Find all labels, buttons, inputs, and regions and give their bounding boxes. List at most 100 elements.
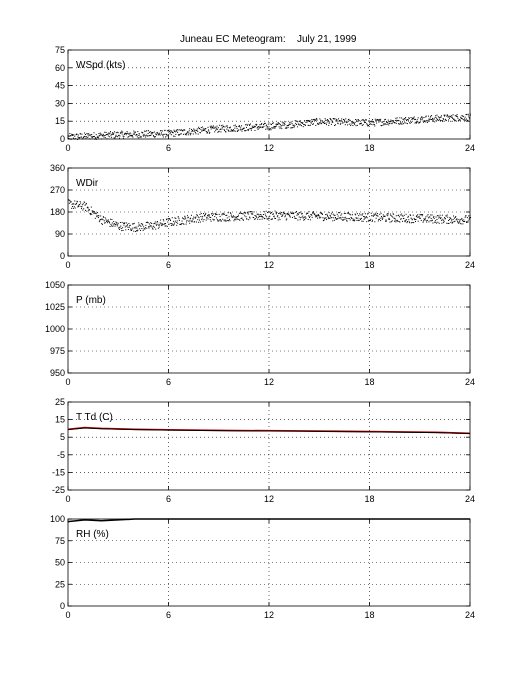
- data-point: [265, 128, 267, 130]
- data-point: [254, 126, 256, 128]
- data-point: [298, 216, 300, 218]
- data-point: [73, 134, 75, 136]
- data-point: [453, 215, 455, 217]
- data-point: [287, 126, 289, 128]
- data-point: [430, 115, 432, 117]
- data-point: [385, 124, 387, 126]
- data-point: [122, 131, 124, 133]
- data-point: [173, 135, 175, 137]
- x-tick-label: 12: [264, 143, 274, 153]
- data-point: [395, 122, 397, 124]
- data-point: [270, 128, 272, 130]
- data-point: [350, 123, 352, 125]
- data-point: [274, 210, 276, 212]
- data-point: [80, 206, 82, 208]
- data-point: [462, 220, 464, 222]
- data-point: [90, 212, 92, 214]
- data-point: [434, 121, 436, 123]
- data-point: [437, 116, 439, 118]
- data-point: [351, 214, 353, 216]
- data-point: [391, 123, 393, 125]
- data-point: [231, 215, 233, 217]
- data-point: [258, 215, 260, 217]
- data-point: [213, 127, 215, 129]
- data-point: [326, 214, 328, 216]
- data-point: [372, 121, 374, 123]
- data-point: [131, 134, 133, 136]
- data-point: [169, 220, 171, 222]
- data-point: [324, 123, 326, 125]
- data-point: [197, 219, 199, 221]
- data-point: [135, 135, 137, 137]
- data-point: [107, 220, 109, 222]
- data-point: [325, 217, 327, 219]
- data-point: [421, 215, 423, 217]
- data-point: [214, 212, 216, 214]
- data-point: [144, 134, 146, 136]
- data-point: [203, 213, 205, 215]
- data-point: [320, 216, 322, 218]
- data-point: [451, 116, 453, 118]
- data-point: [165, 225, 167, 227]
- data-point: [355, 119, 357, 121]
- data-point: [414, 118, 416, 120]
- data-point: [345, 212, 347, 214]
- data-point: [382, 214, 384, 216]
- data-point: [337, 218, 339, 220]
- data-point: [92, 211, 94, 213]
- data-point: [215, 129, 217, 131]
- data-point: [126, 222, 128, 224]
- data-point: [196, 130, 198, 132]
- data-point: [140, 225, 142, 227]
- data-point: [105, 217, 107, 219]
- data-point: [378, 121, 380, 123]
- data-point: [202, 128, 204, 130]
- data-point: [233, 130, 235, 132]
- data-point: [238, 125, 240, 127]
- data-point: [72, 207, 74, 209]
- data-point: [446, 214, 448, 216]
- data-point: [469, 217, 471, 219]
- data-point: [419, 217, 421, 219]
- data-point: [327, 216, 329, 218]
- data-point: [112, 224, 114, 226]
- x-tick-label: 24: [465, 143, 475, 153]
- data-point: [284, 123, 286, 125]
- data-point: [131, 229, 133, 231]
- y-tick-label: 0: [60, 134, 65, 144]
- data-point: [382, 121, 384, 123]
- data-point: [315, 124, 317, 126]
- data-point: [217, 127, 219, 129]
- data-point: [420, 214, 422, 216]
- data-point: [290, 211, 292, 213]
- data-point: [419, 214, 421, 216]
- data-point: [111, 222, 113, 224]
- data-point: [414, 221, 416, 223]
- data-point: [181, 220, 183, 222]
- data-point: [128, 226, 130, 228]
- data-point: [387, 213, 389, 215]
- data-point: [237, 129, 239, 131]
- data-point: [290, 121, 292, 123]
- data-point: [327, 121, 329, 123]
- data-point: [228, 216, 230, 218]
- data-point: [146, 227, 148, 229]
- data-point: [100, 215, 102, 217]
- data-point: [373, 122, 375, 124]
- data-point: [104, 137, 106, 139]
- y-tick-label: -15: [52, 467, 65, 477]
- data-point: [389, 122, 391, 124]
- data-point: [436, 218, 438, 220]
- data-point: [265, 210, 267, 212]
- data-point: [457, 116, 459, 118]
- data-point: [154, 136, 156, 138]
- data-point: [154, 221, 156, 223]
- data-point: [186, 219, 188, 221]
- data-point: [70, 138, 72, 140]
- data-point: [114, 224, 116, 226]
- data-point: [185, 218, 187, 220]
- data-point: [356, 124, 358, 126]
- data-point: [130, 228, 132, 230]
- data-point: [204, 213, 206, 215]
